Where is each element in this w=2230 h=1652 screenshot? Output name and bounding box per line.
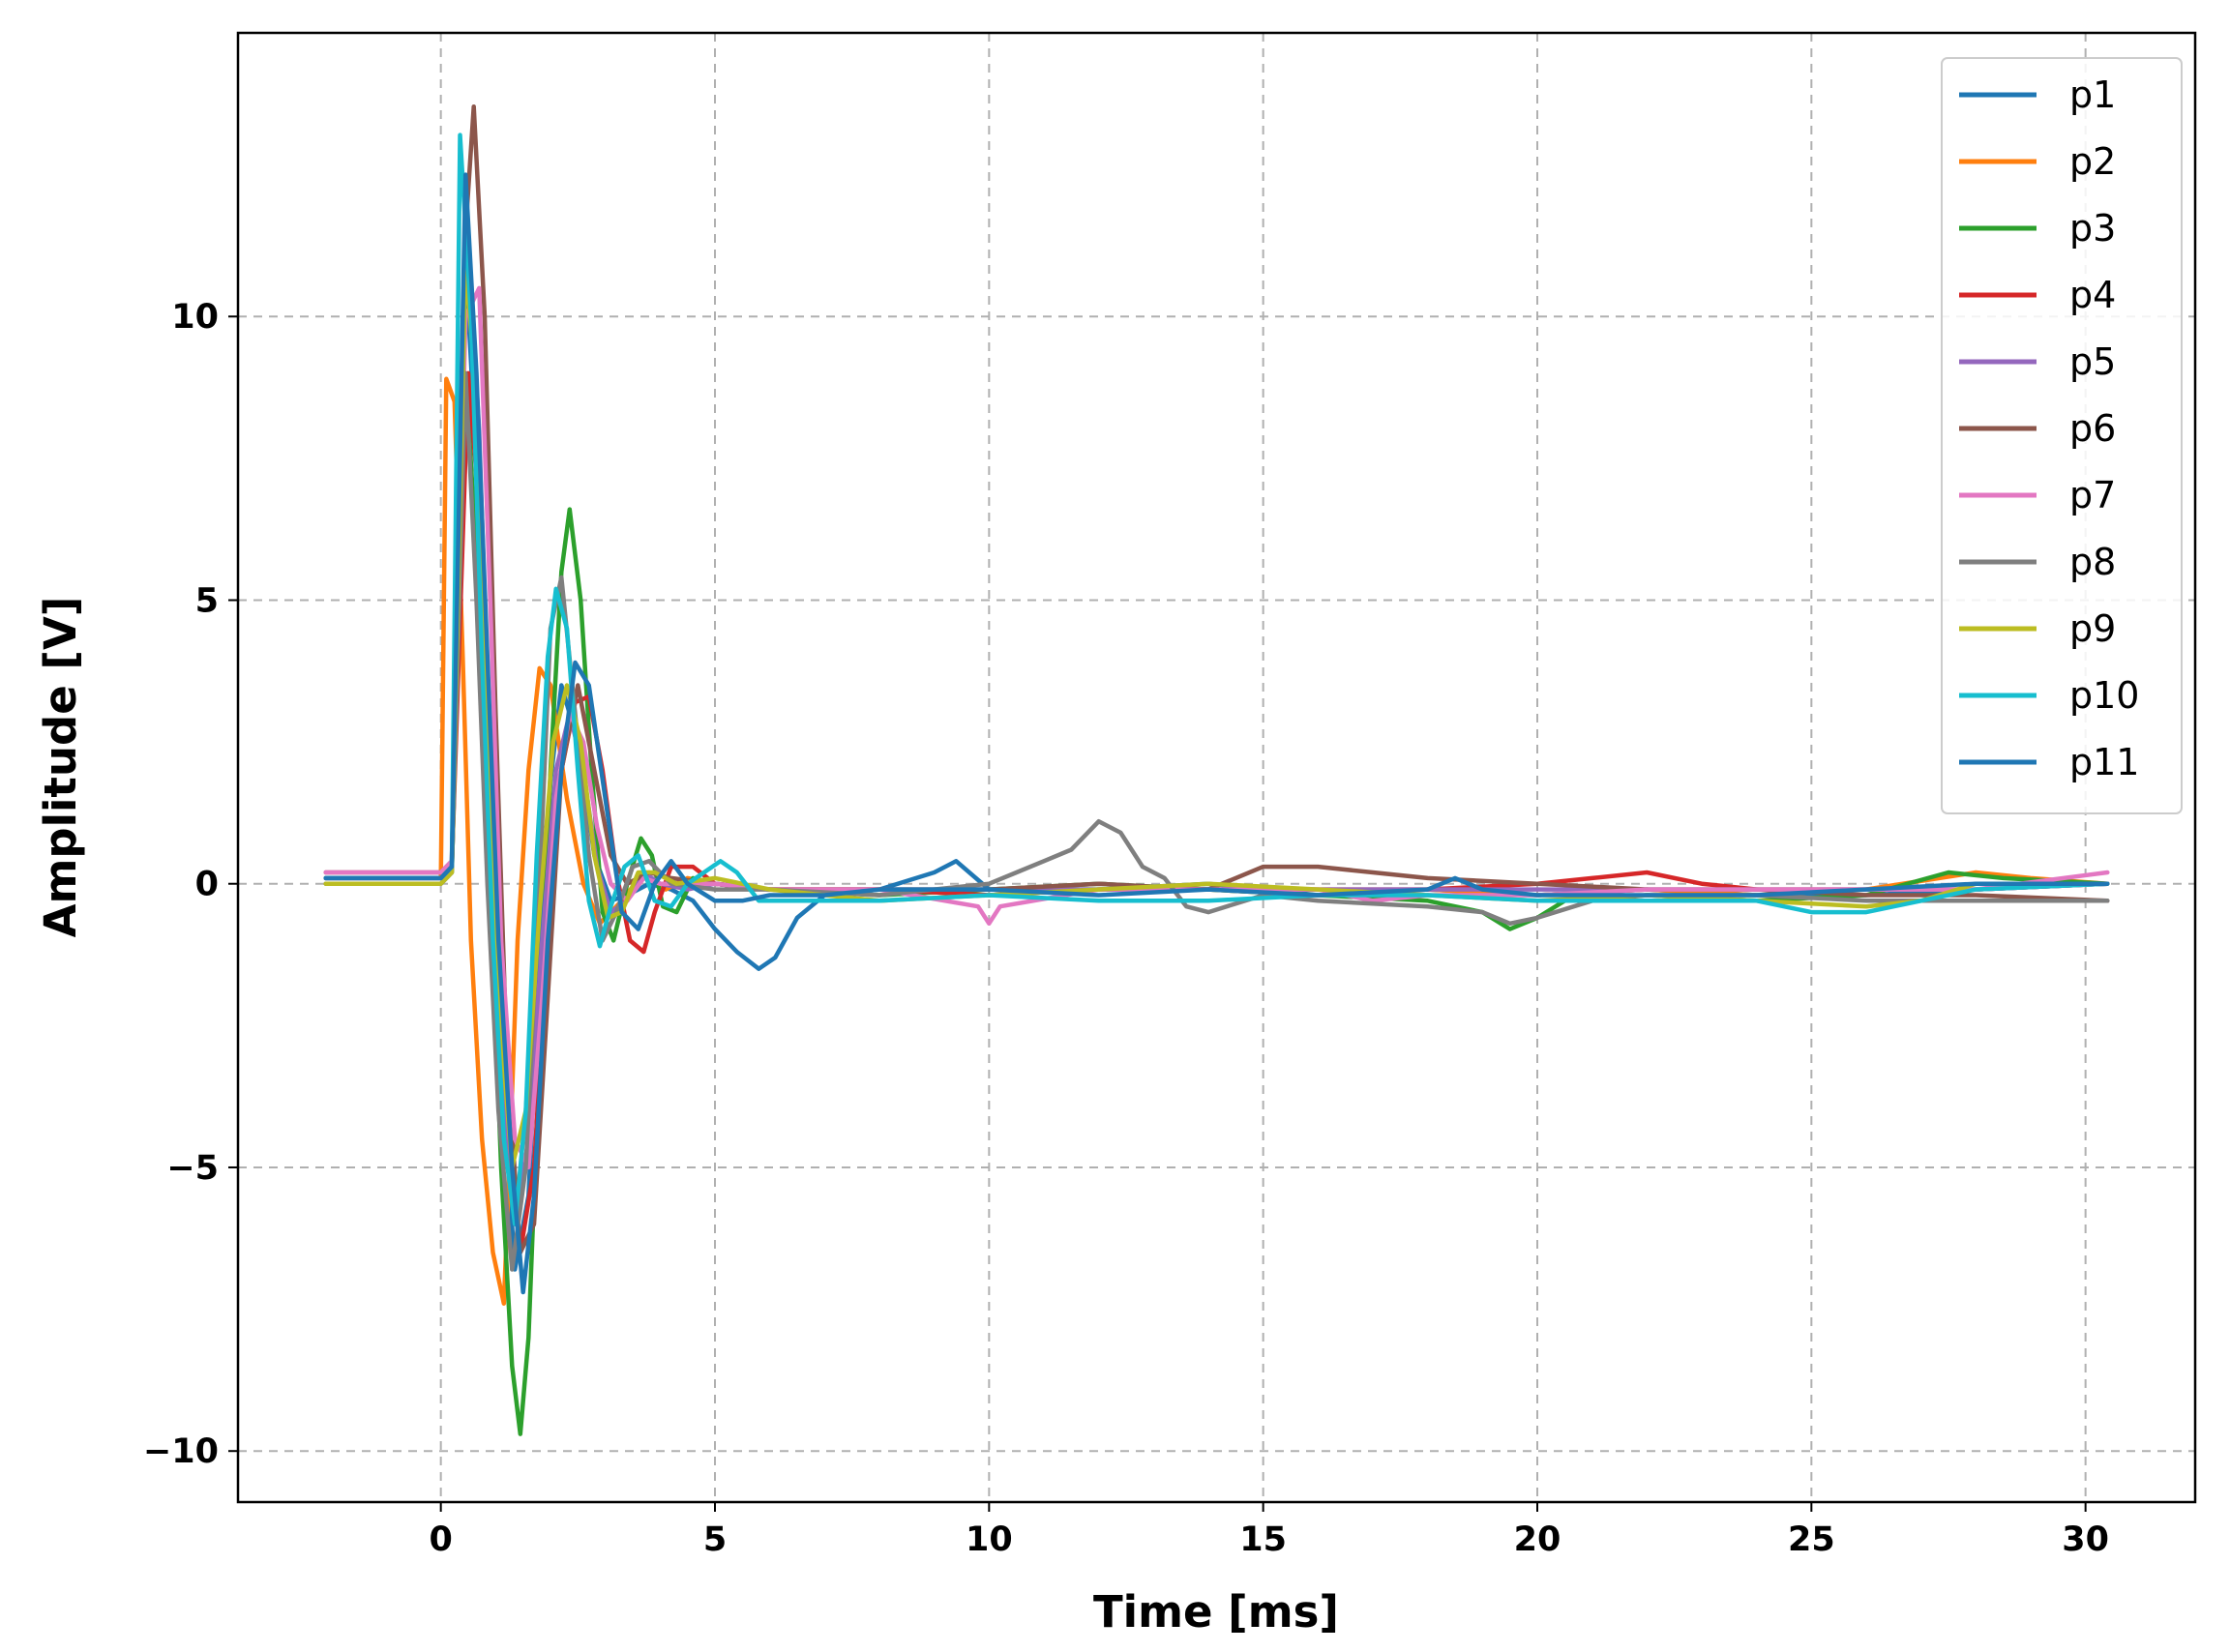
x-tick-label: 30 xyxy=(2062,1520,2109,1559)
y-axis-ticks: −10 −5 0 5 10 xyxy=(143,298,238,1471)
y-tick-label: 0 xyxy=(195,866,219,904)
y-tick-label: 5 xyxy=(195,581,219,620)
legend-label-p3: p3 xyxy=(2069,207,2116,250)
legend-label-p6: p6 xyxy=(2069,407,2116,450)
x-tick-label: 10 xyxy=(966,1520,1013,1559)
y-axis-title: Amplitude [V] xyxy=(35,597,86,938)
series-line-p10 xyxy=(323,133,2110,1226)
legend-label-p7: p7 xyxy=(2069,474,2116,516)
series-lines xyxy=(323,103,2110,1436)
x-axis-ticks: 0 5 10 15 20 25 30 xyxy=(429,1502,2109,1559)
series-line-p11 xyxy=(323,172,2110,1295)
x-axis-title: Time [ms] xyxy=(1093,1586,1339,1637)
x-tick-label: 25 xyxy=(1788,1520,1835,1559)
x-tick-label: 15 xyxy=(1239,1520,1287,1559)
legend-label-p1: p1 xyxy=(2069,74,2116,116)
plot-frame xyxy=(236,31,2197,1504)
legend-label-p4: p4 xyxy=(2069,274,2116,316)
x-tick-label: 5 xyxy=(703,1520,727,1559)
legend-box xyxy=(1941,57,2183,814)
legend-label-p5: p5 xyxy=(2069,340,2116,383)
legend-label-p10: p10 xyxy=(2069,674,2139,717)
legend-label-p8: p8 xyxy=(2069,541,2116,583)
legend: p1 p2 p3 p4 p5 p6 p7 p8 p9 p10 p11 xyxy=(1941,57,2183,814)
y-tick-label: 10 xyxy=(171,298,219,337)
y-tick-label: −5 xyxy=(166,1149,219,1188)
legend-label-p9: p9 xyxy=(2069,607,2116,650)
y-tick-label: −10 xyxy=(143,1432,219,1471)
legend-label-p2: p2 xyxy=(2069,140,2116,183)
legend-label-p11: p11 xyxy=(2069,741,2139,783)
x-tick-label: 0 xyxy=(429,1520,452,1559)
x-tick-label: 20 xyxy=(1514,1520,1561,1559)
